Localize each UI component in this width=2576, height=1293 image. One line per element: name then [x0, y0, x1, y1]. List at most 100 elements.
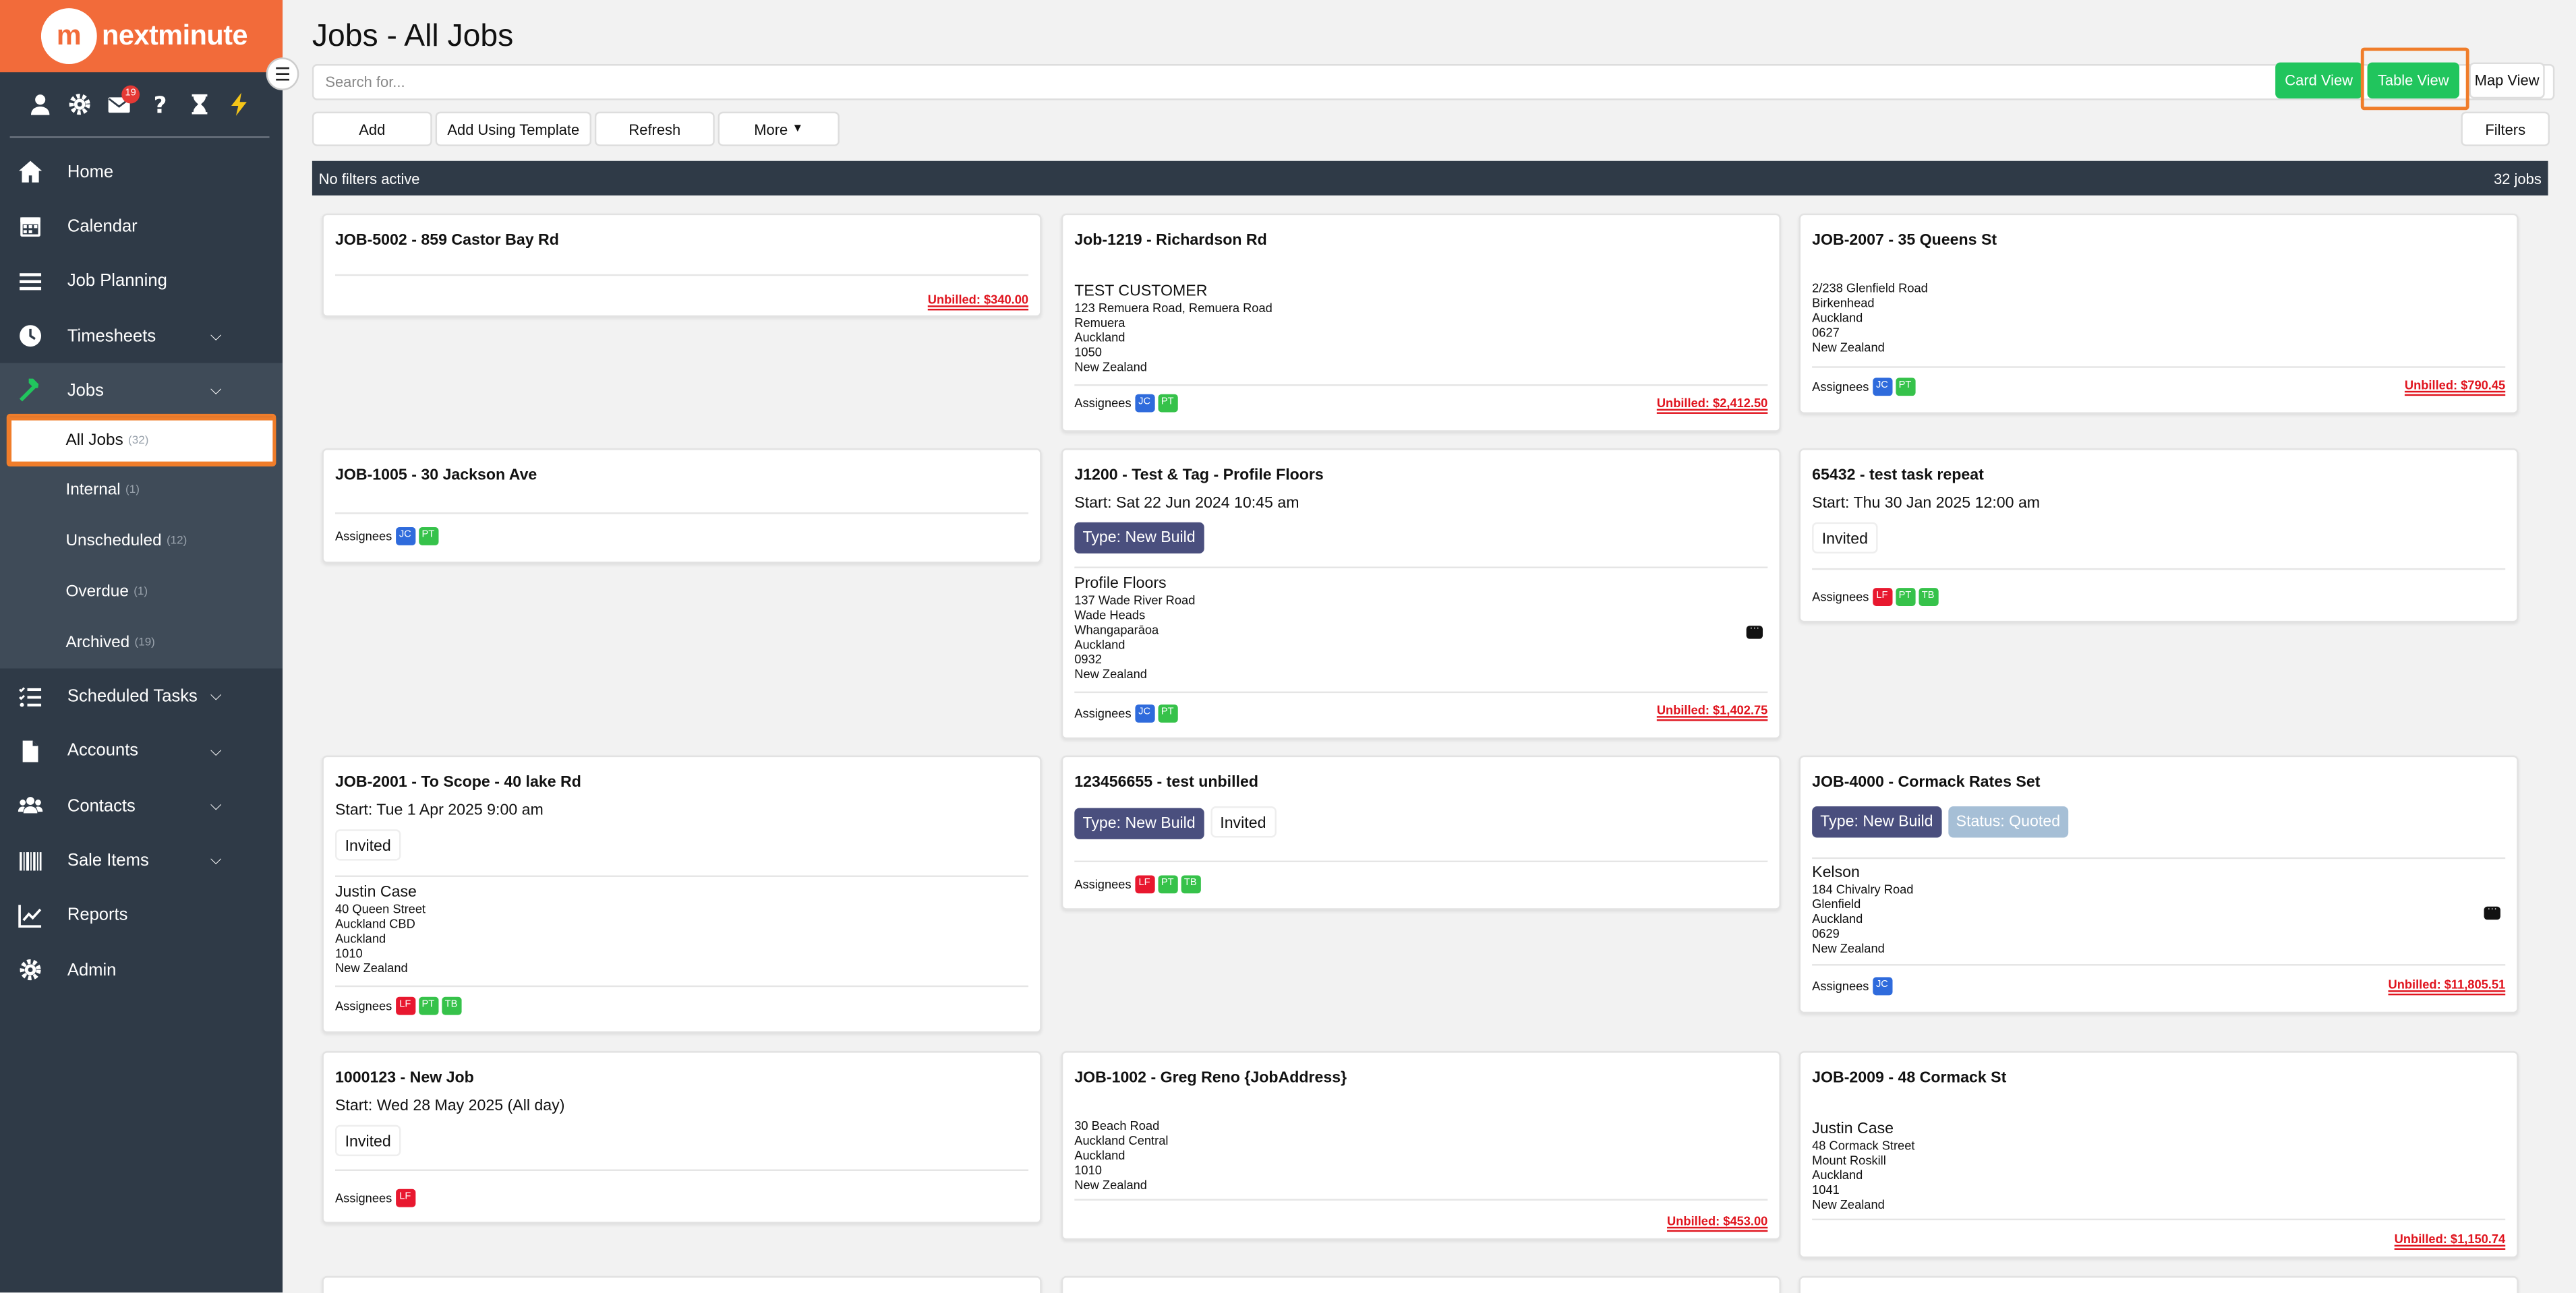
- job-title[interactable]: JOB-2009 - 48 Cormack St: [1812, 1069, 2007, 1087]
- address-line: Birkenhead: [1812, 295, 1875, 311]
- job-title[interactable]: JOB-4000 - Cormack Rates Set: [1812, 773, 2041, 792]
- logo-text: nextminute: [102, 20, 248, 51]
- job-title[interactable]: Job-1219 - Richardson Rd: [1074, 231, 1267, 250]
- job-card[interactable]: 123456655 - test unbilled Type: New Buil…: [1061, 755, 1781, 910]
- sidebar-item-label: Admin: [67, 960, 117, 980]
- sidebar-item-accounts[interactable]: Accounts ⌵: [0, 724, 283, 779]
- avatar[interactable]: PT: [1895, 378, 1915, 396]
- avatar[interactable]: PT: [1157, 875, 1177, 894]
- sidebar-item-sale-items[interactable]: Sale Items ⌵: [0, 833, 283, 888]
- avatar[interactable]: PT: [418, 996, 438, 1015]
- avatar[interactable]: LF: [395, 1189, 415, 1207]
- avatar[interactable]: TB: [441, 996, 461, 1015]
- sidebar-item-calendar[interactable]: Calendar: [0, 200, 283, 254]
- more-options-icon[interactable]: ···: [1746, 624, 1763, 639]
- sidebar-item-scheduled-tasks[interactable]: Scheduled Tasks ⌵: [0, 669, 283, 724]
- add-button[interactable]: Add: [312, 111, 432, 146]
- customer-name: TEST CUSTOMER: [1074, 282, 1208, 301]
- sidebar-item-admin[interactable]: Admin: [0, 942, 283, 997]
- avatar[interactable]: JC: [1134, 704, 1154, 723]
- job-title[interactable]: 1000123 - New Job: [334, 1069, 474, 1087]
- avatar[interactable]: TB: [1180, 875, 1200, 894]
- table-view-button[interactable]: Table View: [2367, 62, 2459, 99]
- avatar[interactable]: PT: [1895, 588, 1915, 606]
- job-card[interactable]: 65432 - test task repeat Start: Thu 30 J…: [1798, 448, 2519, 623]
- assignees-label: Assignees: [334, 1191, 392, 1206]
- job-card[interactable]: [322, 1275, 1042, 1293]
- sidebar-item-reports[interactable]: Reports: [0, 888, 283, 942]
- avatar[interactable]: LF: [1134, 875, 1154, 894]
- job-card[interactable]: J1200 - Test & Tag - Profile Floors Star…: [1061, 448, 1781, 740]
- job-card[interactable]: JOB-2001 - To Scope - 40 lake Rd Start: …: [322, 755, 1042, 1033]
- sidebar-toggle-button[interactable]: ☰: [266, 57, 299, 90]
- sidebar-subitem-overdue[interactable]: Overdue (1): [0, 568, 283, 619]
- unbilled-amount: Unbilled: $340.00: [927, 292, 1029, 307]
- address: 137 Wade River Road Wade Heads Whangapar…: [1074, 593, 1195, 682]
- search-input[interactable]: Search for... ✕: [312, 64, 2555, 100]
- add-using-template-button[interactable]: Add Using Template: [435, 111, 592, 146]
- sidebar-item-timesheets[interactable]: Timesheets ⌵: [0, 309, 283, 363]
- more-button[interactable]: More ▼: [718, 111, 840, 146]
- job-title[interactable]: JOB-1005 - 30 Jackson Ave: [334, 466, 537, 485]
- avatar[interactable]: PT: [1157, 704, 1177, 723]
- address-line: 123 Remuera Road, Remuera Road: [1074, 300, 1272, 315]
- avatar[interactable]: LF: [395, 996, 415, 1015]
- refresh-button[interactable]: Refresh: [594, 111, 715, 146]
- tasks-icon: [16, 684, 42, 710]
- more-options-icon[interactable]: ···: [2484, 905, 2500, 920]
- sidebar-item-label: Calendar: [67, 216, 138, 237]
- sidebar-subitem-archived[interactable]: Archived (19): [0, 618, 283, 669]
- avatar[interactable]: JC: [395, 527, 415, 545]
- file-icon: [16, 738, 42, 764]
- lightning-icon[interactable]: [220, 83, 260, 125]
- job-title[interactable]: 123456655 - test unbilled: [1074, 773, 1259, 792]
- sidebar-item-home[interactable]: Home: [0, 144, 283, 199]
- address: 2/238 Glenfield Road Birkenhead Auckland…: [1812, 281, 1928, 356]
- job-card[interactable]: JOB-1005 - 30 Jackson Ave Assignees JC PT: [322, 448, 1042, 564]
- job-card[interactable]: JOB-5002 - 859 Castor Bay Rd Unbilled: $…: [322, 213, 1042, 318]
- avatar[interactable]: PT: [1157, 394, 1177, 413]
- hourglass-icon[interactable]: [179, 83, 219, 125]
- job-title[interactable]: JOB-5002 - 859 Castor Bay Rd: [334, 231, 559, 250]
- job-title[interactable]: JOB-2007 - 35 Queens St: [1812, 231, 1997, 250]
- job-card[interactable]: JOB-2007 - 35 Queens St 2/238 Glenfield …: [1798, 213, 2519, 414]
- job-card[interactable]: Job-1219 - Richardson Rd TEST CUSTOMER 1…: [1061, 213, 1781, 432]
- job-card[interactable]: [1798, 1275, 2519, 1293]
- job-title[interactable]: 65432 - test task repeat: [1812, 466, 1984, 485]
- sidebar: m nextminute 19 ? Home Calendar Job Plan…: [0, 0, 283, 1293]
- avatar[interactable]: JC: [1872, 977, 1892, 996]
- address: 30 Beach Road Auckland Central Auckland …: [1074, 1118, 1168, 1193]
- customer-name: Justin Case: [1812, 1120, 1894, 1139]
- card-view-button[interactable]: Card View: [2275, 62, 2363, 99]
- filters-button[interactable]: Filters: [2461, 111, 2550, 146]
- job-card[interactable]: JOB-2009 - 48 Cormack St Justin Case 48 …: [1798, 1051, 2519, 1259]
- sidebar-item-jobs[interactable]: Jobs ⌵: [0, 363, 283, 418]
- avatar[interactable]: JC: [1872, 378, 1892, 396]
- gear-icon[interactable]: [60, 83, 100, 125]
- mail-icon[interactable]: 19: [100, 83, 140, 125]
- sidebar-item-job-planning[interactable]: Job Planning: [0, 254, 283, 309]
- avatar[interactable]: PT: [418, 527, 438, 545]
- avatar[interactable]: JC: [1134, 394, 1154, 413]
- logo[interactable]: m nextminute: [0, 0, 283, 73]
- job-title[interactable]: JOB-2001 - To Scope - 40 lake Rd: [334, 773, 581, 792]
- sidebar-subitem-internal[interactable]: Internal (1): [0, 466, 283, 517]
- job-card[interactable]: JOB-4000 - Cormack Rates Set Type: New B…: [1798, 755, 2519, 1014]
- type-tag: Type: New Build: [1812, 806, 1941, 838]
- avatar[interactable]: TB: [1918, 588, 1938, 606]
- assignees-label: Assignees: [1074, 396, 1132, 411]
- job-card[interactable]: 1000123 - New Job Start: Wed 28 May 2025…: [322, 1051, 1042, 1224]
- job-title[interactable]: J1200 - Test & Tag - Profile Floors: [1074, 466, 1324, 485]
- logo-mark: m: [40, 8, 97, 65]
- user-icon[interactable]: [20, 83, 59, 125]
- sidebar-item-contacts[interactable]: Contacts ⌵: [0, 779, 283, 833]
- job-card[interactable]: [1061, 1275, 1781, 1293]
- address-line: New Zealand: [1074, 360, 1147, 375]
- sidebar-subitem-unscheduled[interactable]: Unscheduled (12): [0, 516, 283, 568]
- search-placeholder: Search for...: [325, 73, 405, 90]
- job-title[interactable]: JOB-1002 - Greg Reno {JobAddress}: [1074, 1069, 1347, 1087]
- job-card[interactable]: JOB-1002 - Greg Reno {JobAddress} 30 Bea…: [1061, 1051, 1781, 1240]
- map-view-button[interactable]: Map View: [2469, 62, 2545, 99]
- help-icon[interactable]: ?: [140, 83, 179, 125]
- avatar[interactable]: LF: [1872, 588, 1892, 606]
